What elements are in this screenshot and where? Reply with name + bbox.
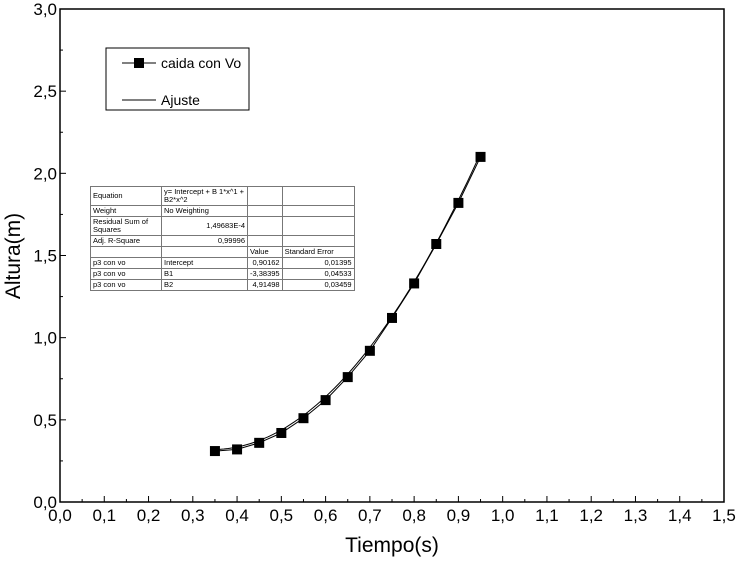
data-point	[431, 238, 442, 249]
x-tick-label: 0,4	[225, 506, 249, 525]
y-tick-label: 1,5	[33, 247, 57, 266]
table-row: p3 con vo Intercept 0,90162 0,01395	[90, 257, 355, 269]
data-point	[209, 446, 220, 457]
row-error: 0,01395	[281, 257, 355, 269]
row-value: 0,90162	[247, 257, 283, 269]
table-header-row: Value Standard Error	[90, 246, 355, 258]
y-tick-label: 2,0	[33, 164, 57, 183]
x-tick-label: 1,1	[535, 506, 559, 525]
data-point	[387, 312, 397, 323]
data-point	[453, 197, 464, 208]
data-point	[232, 444, 243, 455]
x-tick-label: 0,3	[181, 506, 205, 525]
y-tick-label: 3,0	[33, 0, 57, 19]
rss-value: 1,49683E-4	[161, 216, 248, 236]
row-value: -3,38395	[247, 268, 283, 280]
value-header: Value	[247, 246, 283, 258]
table-row: Adj. R-Square 0,99996	[90, 235, 355, 247]
x-tick-label: 0,1	[92, 506, 116, 525]
y-axis: 0,0 0,5 1,0 1,5 2,0 2,5 3,0	[33, 0, 66, 512]
x-tick-label: 1,0	[491, 506, 515, 525]
equation-value: y= Intercept + B 1*x^1 + B2*x^2	[161, 186, 248, 206]
row-value: 4,91498	[247, 279, 283, 291]
y-tick-label: 0,5	[33, 411, 57, 430]
row-name: p3 con vo	[90, 268, 162, 280]
table-row: Equation y= Intercept + B 1*x^1 + B2*x^2	[90, 186, 355, 206]
y-tick-label: 2,5	[33, 82, 57, 101]
row-param: B1	[161, 268, 248, 280]
y-tick-label: 1,0	[33, 329, 57, 348]
x-tick-label: 0,5	[270, 506, 294, 525]
row-name: p3 con vo	[90, 279, 162, 291]
x-tick-label: 0,0	[48, 506, 72, 525]
x-tick-label: 0,9	[447, 506, 471, 525]
row-name: p3 con vo	[90, 257, 162, 269]
data-point	[298, 413, 309, 424]
x-tick-label: 0,8	[402, 506, 426, 525]
data-point	[342, 372, 353, 383]
legend-label-data: caida con Vo	[161, 55, 241, 71]
x-tick-label: 1,5	[712, 506, 736, 525]
error-header: Standard Error	[281, 246, 355, 258]
fit-parameters-table: Equation y= Intercept + B 1*x^1 + B2*x^2…	[90, 186, 355, 291]
x-tick-label: 1,4	[668, 506, 692, 525]
weight-value: No Weighting	[161, 205, 248, 217]
x-tick-label: 0,6	[314, 506, 338, 525]
row-param: Intercept	[161, 257, 248, 269]
table-row: p3 con vo B1 -3,38395 0,04533	[90, 268, 355, 280]
y-axis-title: Altura(m)	[2, 213, 25, 299]
row-error: 0,03459	[281, 279, 355, 291]
legend: caida con Vo Ajuste	[105, 47, 250, 111]
data-point	[409, 278, 420, 289]
x-tick-label: 0,2	[137, 506, 161, 525]
legend-marker	[134, 58, 144, 68]
x-tick-label: 0,7	[358, 506, 382, 525]
data-point	[475, 151, 486, 162]
legend-label-fit: Ajuste	[161, 92, 200, 108]
table-row: Residual Sum of Squares 1,49683E-4	[90, 216, 355, 236]
data-point	[276, 427, 287, 438]
data-point	[320, 395, 331, 406]
table-row: p3 con vo B2 4,91498 0,03459	[90, 279, 355, 291]
x-axis: 0,0 0,1 0,2 0,3 0,4 0,5 0,6 0,7 0,8 0,9 1,0 1,1 1,2 1…	[48, 496, 736, 525]
equation-label: Equation	[90, 186, 162, 206]
data-point	[364, 345, 375, 356]
row-error: 0,04533	[281, 268, 355, 280]
row-param: B2	[161, 279, 248, 291]
x-tick-label: 1,2	[579, 506, 603, 525]
series-markers	[209, 151, 486, 457]
x-axis-title: Tiempo(s)	[345, 534, 439, 557]
weight-label: Weight	[90, 205, 162, 217]
data-point	[254, 437, 265, 448]
y-tick-label: 0,0	[33, 493, 57, 512]
rss-label: Residual Sum of Squares	[90, 216, 162, 236]
table-row: Weight No Weighting	[90, 205, 355, 217]
adj-r-square-value: 0,99996	[161, 235, 248, 247]
adj-r-square-label: Adj. R-Square	[90, 235, 162, 247]
x-tick-label: 1,3	[624, 506, 648, 525]
